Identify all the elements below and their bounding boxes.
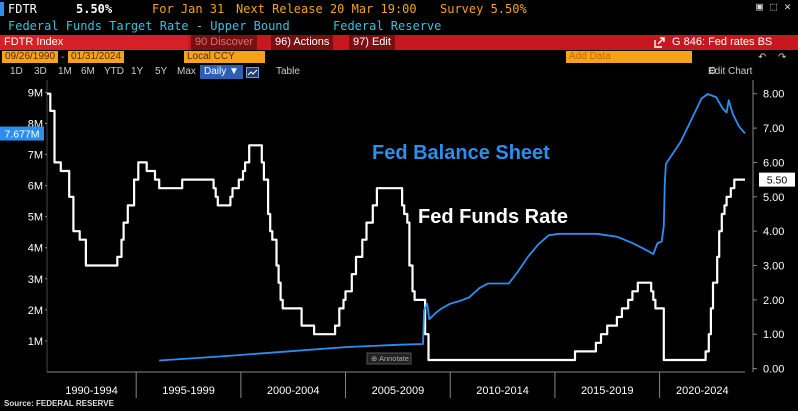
left-tick-label: 6M [28,181,43,193]
date-bar: 09/26/1990 - 01/31/2024 Local CCY Add Da… [0,51,798,64]
period-1d[interactable]: 1D [10,66,23,77]
left-last-value-box [0,126,44,141]
close-icon[interactable]: ✕ [784,0,791,13]
for-date: For Jan 31 [152,2,225,16]
right-tick-label: 5.00 [763,192,784,204]
chart-toolbar: 1D 3D 1M 6M YTD 1Y 5Y Max Daily ▼ Table … [0,65,798,79]
security-header: FDTR 5.50% For Jan 31 Next Release 20 Ma… [0,0,798,18]
x-tick-label: 2010-2014 [476,385,529,397]
left-tick-label: 4M [28,243,43,255]
currency-select[interactable]: Local CCY [184,51,265,63]
security-description: Federal Funds Target Rate - Upper Bound … [0,18,798,35]
right-tick-label: 2.00 [763,295,784,307]
restore-window-icon[interactable]: ▣ [756,0,763,13]
ticker-label: FDTR [8,2,37,16]
series-lines [47,92,746,362]
left-last-value-label: 7.677M [4,129,39,141]
right-tick-label: 3.00 [763,261,784,273]
index-name: FDTR Index [4,36,64,48]
redo-icon[interactable]: ↷ [778,52,787,63]
x-tick-label: 2000-2004 [267,385,320,397]
gridlines [46,80,754,373]
x-tick-label: 2015-2019 [581,385,634,397]
left-tick-label: 9M [28,87,43,99]
index-field[interactable]: FDTR Index [0,35,188,50]
edit-button[interactable]: 97) Edit [349,35,395,50]
end-date-field[interactable]: 01/31/2024 [68,51,125,63]
date-separator: - [61,52,65,63]
right-tick-label: 0.00 [763,364,784,376]
period-1m[interactable]: 1M [58,66,72,77]
security-name: Federal Funds Target Rate - Upper Bound [8,19,290,33]
fed-balance-sheet-line [159,93,746,362]
annotate-button [366,352,412,365]
period-6m[interactable]: 6M [81,66,95,77]
x-tick-label: 2005-2009 [372,385,425,397]
line-chart-icon[interactable] [246,65,260,83]
gear-icon: ⚙ [708,66,717,77]
discover-button[interactable]: 90 Discover [191,35,258,50]
right-last-value-label: 5.50 [767,175,788,187]
period-max[interactable]: Max [177,66,196,77]
x-axis: 1990-1994 1995-1999 2000-2004 2005-2009 2010… [65,385,728,397]
right-tick-label: 6.00 [763,157,784,169]
period-1y[interactable]: 1Y [131,66,144,77]
left-tick-label: 1M [28,336,43,348]
popout-icon[interactable]: ⬚ [770,0,777,13]
x-tick-label: 1995-1999 [162,385,215,397]
left-tick-label: 2M [28,305,43,317]
right-tick-label: 4.00 [763,226,784,238]
fed-funds-annotation: Fed Funds Rate [418,206,568,228]
x-separators [135,372,661,398]
left-tick-label: 3M [28,274,43,286]
period-3d[interactable]: 3D [34,66,47,77]
right-tick-label: 8.00 [763,89,784,101]
graph-title: G 846: Fed rates BS [672,36,773,48]
annotate-label: ⊕ Annotate [371,354,409,363]
launch-icon[interactable] [654,35,666,50]
command-bar: FDTR Index 90 Discover 96) Actions 97) E… [0,35,798,50]
left-tick-label: 5M [28,212,43,224]
right-tick-label: 7.00 [763,123,784,135]
fed-funds-rate-line [47,92,745,362]
undo-icon[interactable]: ↶ [758,52,767,63]
start-date-field[interactable]: 09/26/1990 [2,51,59,63]
x-tick-label: 2020-2024 [676,385,729,397]
right-last-value-box [759,172,795,187]
right-tick-label: 1.00 [763,329,784,341]
next-release: Next Release 20 Mar 19:00 [236,2,417,16]
right-axis: 8.00 7.00 6.00 5.00 4.00 3.00 2.00 1.00 0.00 5.50 [753,89,795,376]
left-tick-label: 7M [28,150,43,162]
accent-marker [0,2,4,16]
survey-value: Survey 5.50% [440,2,527,16]
source-footer: Source: FEDERAL RESERVE [4,399,114,408]
edit-chart-label: Edit Chart [708,66,753,77]
frequency-select[interactable]: Daily ▼ [200,65,243,79]
current-value: 5.50% [76,2,113,16]
period-ytd[interactable]: YTD [104,66,124,77]
x-tick-label: 1990-1994 [65,385,118,397]
period-5y[interactable]: 5Y [155,66,168,77]
balance-sheet-annotation: Fed Balance Sheet [372,142,550,164]
add-data-field[interactable]: Add Data [566,51,692,63]
table-tab[interactable]: Table [276,66,300,77]
security-source: Federal Reserve [333,19,442,33]
chart-annotations: Fed Balance Sheet Fed Funds Rate ⊕ Annotat… [366,142,568,365]
actions-button[interactable]: 96) Actions [271,35,334,50]
